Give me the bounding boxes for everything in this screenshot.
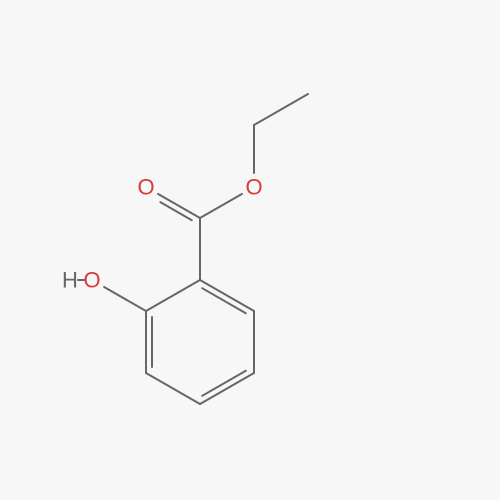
atom-label-o8: O bbox=[245, 175, 262, 200]
atom-label-o12: O bbox=[83, 268, 100, 293]
molecule-canvas: OOOH bbox=[0, 0, 500, 500]
canvas-background bbox=[0, 0, 500, 500]
atom-label-h12: H bbox=[62, 268, 78, 293]
atom-label-o9: O bbox=[137, 175, 154, 200]
